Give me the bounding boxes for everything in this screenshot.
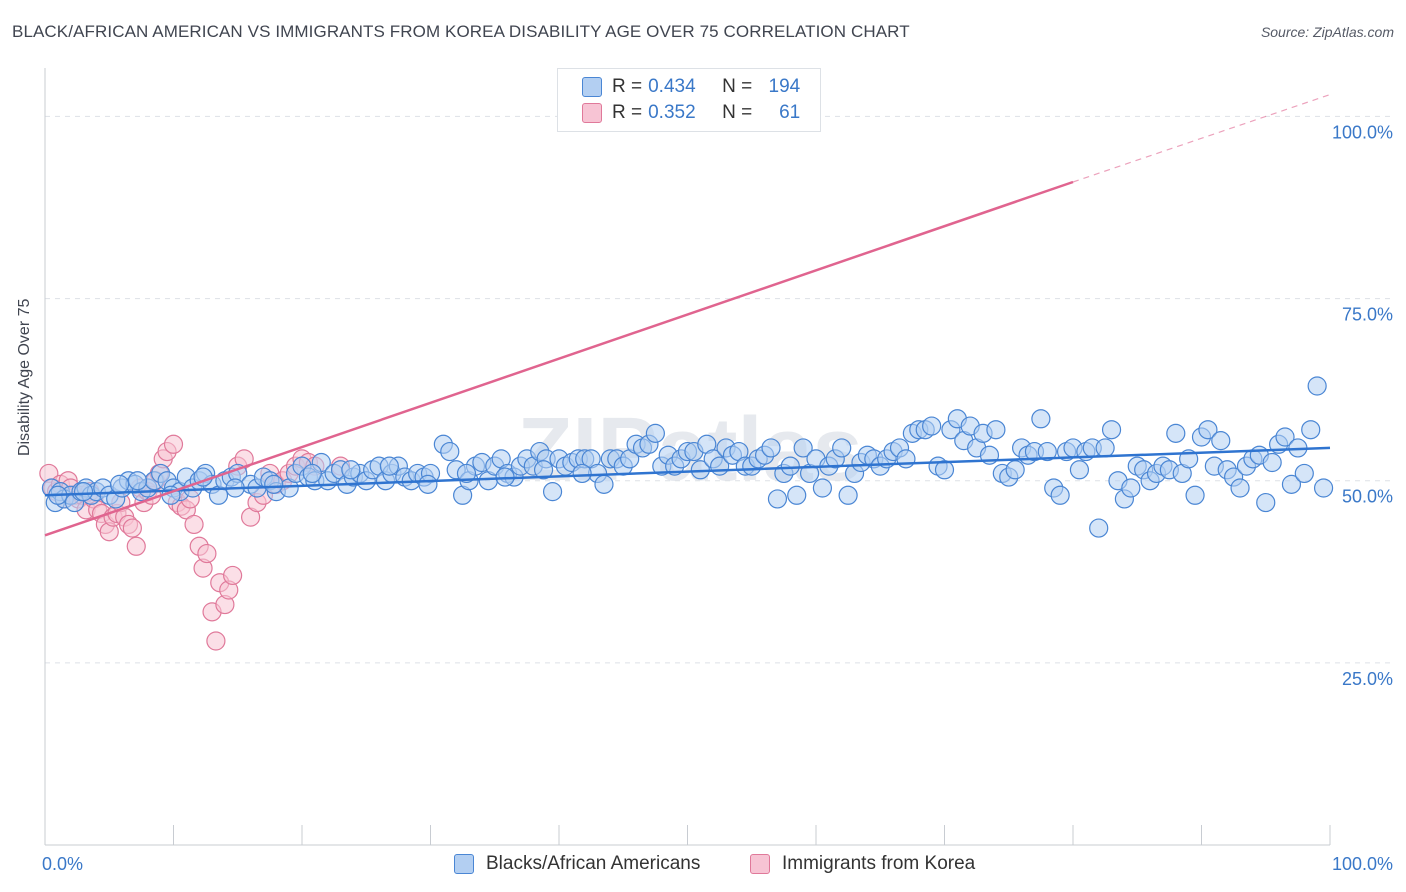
data-point — [896, 449, 916, 469]
legend-n-label: N = — [722, 76, 753, 97]
data-point — [1069, 460, 1090, 480]
bottom-legend-label: Immigrants from Korea — [782, 853, 976, 874]
data-point — [572, 463, 592, 484]
legend-swatch-blue — [582, 77, 602, 97]
legend-n-label: N = — [722, 102, 753, 123]
data-point — [793, 438, 813, 458]
data-point — [542, 482, 563, 502]
data-point — [1037, 441, 1057, 462]
legend-swatch-pink — [582, 103, 602, 123]
data-point — [440, 441, 460, 462]
x-tick-label: 0.0% — [42, 854, 83, 874]
legend-r-label: R = — [612, 102, 643, 123]
bottom-legend-label: Blacks/African Americans — [486, 853, 701, 874]
data-point — [1101, 420, 1122, 440]
bottom-legend-blacks: Blacks/African Americans — [454, 852, 700, 876]
data-point — [645, 423, 665, 443]
y-tick-label: 25.0% — [1342, 669, 1393, 689]
data-point — [1050, 485, 1070, 505]
data-point — [1275, 427, 1295, 447]
data-point — [197, 543, 217, 564]
data-point — [73, 482, 94, 502]
data-point — [1031, 409, 1051, 429]
legend-n-value: 61 — [779, 102, 801, 123]
y-tick-label: 75.0% — [1342, 305, 1393, 325]
data-point — [1313, 478, 1334, 498]
legend-r-value: 0.434 — [648, 76, 696, 97]
data-point — [761, 438, 781, 458]
data-point — [1262, 452, 1282, 473]
data-point — [264, 474, 284, 494]
bottom-legend-swatch-pink — [750, 854, 770, 874]
bottom-legend-korea: Immigrants from Korea — [750, 852, 975, 876]
data-point — [594, 474, 614, 494]
data-point — [1095, 438, 1115, 458]
legend-r-value: 0.352 — [648, 102, 696, 123]
source-credit: Source: ZipAtlas.com — [1260, 24, 1394, 40]
y-tick-label: 100.0% — [1332, 122, 1393, 142]
legend-n-value: 194 — [768, 76, 801, 97]
data-point — [418, 474, 438, 494]
data-point — [787, 485, 807, 505]
data-point — [1198, 420, 1218, 440]
trend-line-blacks — [44, 446, 1331, 497]
data-point — [1185, 485, 1205, 505]
data-point — [832, 438, 852, 458]
data-point — [341, 460, 361, 480]
data-point — [184, 514, 204, 535]
data-point — [767, 489, 788, 509]
data-point — [223, 565, 243, 586]
data-point — [109, 474, 130, 494]
data-point — [986, 420, 1006, 440]
data-point — [1166, 423, 1186, 443]
data-point — [934, 460, 955, 480]
bottom-legend-swatch-blue — [454, 854, 474, 874]
data-point — [922, 416, 942, 436]
data-point — [1256, 492, 1276, 513]
legend-row-korea: R = 0.352 N = 61 — [582, 101, 800, 125]
correlation-legend: R = 0.434 N = 194 R = 0.352 N = 61 — [557, 68, 821, 132]
x-tick-label: 100.0% — [1332, 854, 1393, 874]
data-point — [127, 471, 148, 491]
data-point — [1089, 518, 1109, 538]
data-point — [838, 485, 858, 505]
data-point — [126, 536, 146, 556]
y-tick-label: 50.0% — [1342, 487, 1393, 507]
chart-title: BLACK/AFRICAN AMERICAN VS IMMIGRANTS FRO… — [12, 22, 910, 41]
data-point — [379, 456, 399, 476]
trend-line-korea-extension — [1072, 94, 1331, 183]
data-point — [1121, 478, 1141, 498]
data-point — [302, 463, 322, 484]
data-point — [122, 518, 142, 538]
data-point — [1281, 474, 1302, 494]
data-point — [812, 478, 833, 498]
data-point — [206, 631, 226, 651]
data-point — [533, 460, 554, 480]
data-point — [1211, 431, 1231, 451]
legend-r-label: R = — [612, 76, 643, 97]
data-point — [1005, 460, 1025, 480]
data-point — [780, 456, 800, 476]
data-point — [1307, 376, 1327, 396]
data-point — [1294, 463, 1314, 484]
trend-line-korea — [44, 180, 1074, 537]
data-point — [456, 463, 477, 484]
data-point — [1230, 478, 1250, 498]
data-point — [163, 434, 184, 454]
data-point — [1301, 420, 1321, 440]
legend-row-blacks: R = 0.434 N = 194 — [582, 75, 800, 99]
